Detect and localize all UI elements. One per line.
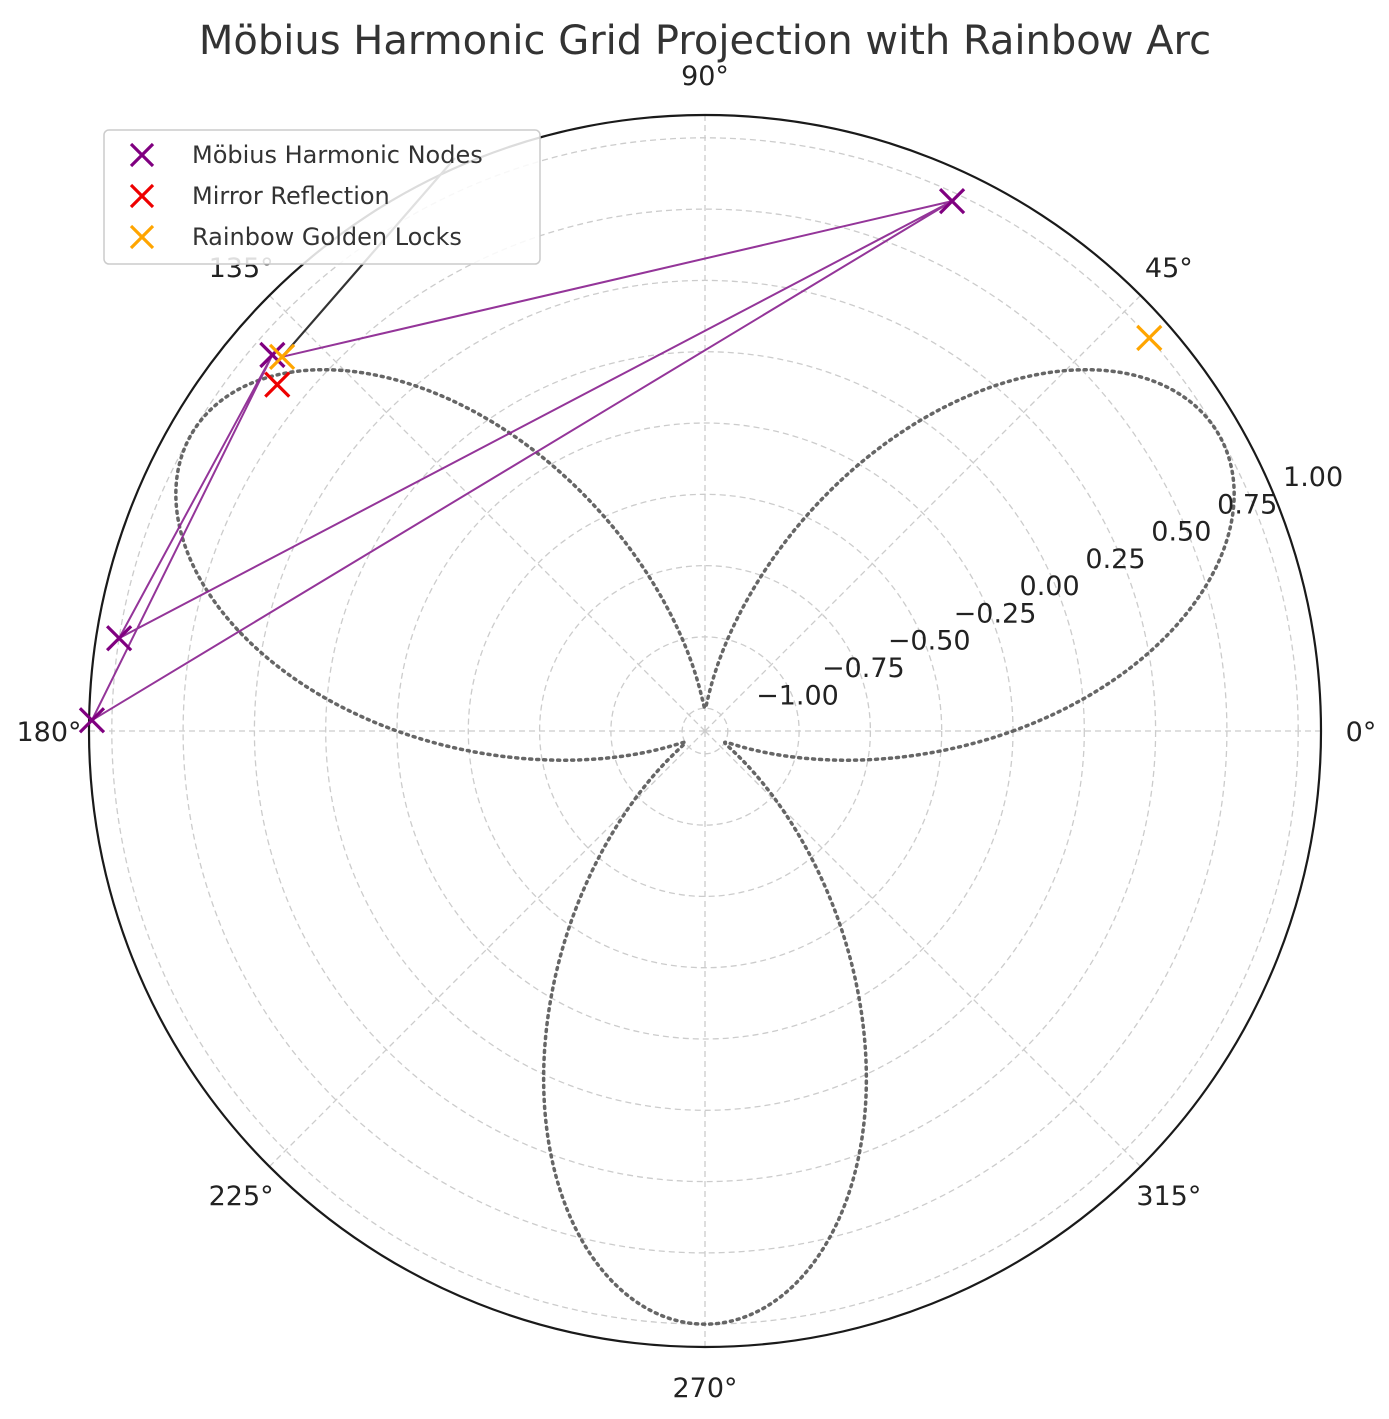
angle-tick-label: 180° [16, 717, 81, 748]
legend-marker [129, 224, 155, 250]
legend-label: Mirror Reflection [192, 182, 390, 210]
data-point-series-3-1 [1136, 324, 1163, 352]
grid-layer [87, 113, 1323, 1349]
radial-gridline [182, 208, 1228, 1254]
radial-tick-label: 0.75 [1217, 489, 1277, 520]
legend-label: Möbius Harmonic Nodes [192, 141, 483, 169]
marker-stroke [268, 343, 296, 370]
data-point-series-1-1 [938, 188, 966, 215]
radial-tick-label: −0.75 [822, 653, 905, 684]
data-point-series-1-4 [78, 707, 106, 734]
marker-stroke [129, 224, 155, 250]
marker-stroke [1136, 324, 1163, 352]
angle-gridline [704, 730, 1142, 1168]
radial-gridline [681, 707, 729, 755]
node-connecting-path [89, 200, 953, 723]
harmonic-curve [174, 367, 1236, 1326]
legend-marker [129, 183, 155, 209]
angle-gridline [268, 294, 706, 732]
chart-title: Möbius Harmonic Grid Projection with Rai… [199, 18, 1211, 64]
legend-marker [129, 142, 155, 168]
data-point-series-1-3 [105, 625, 133, 652]
radial-tick-label: 0.50 [1151, 517, 1211, 548]
radial-tick-label: 0.00 [1020, 571, 1080, 602]
legend: Möbius Harmonic Nodes Mirror Reflection Ra… [103, 129, 541, 265]
angle-gridline [704, 294, 1142, 732]
angle-tick-label: 0° [1346, 717, 1377, 748]
angle-tick-label: 270° [672, 1373, 737, 1404]
radial-gridline [253, 279, 1157, 1183]
curve-layer [174, 367, 1236, 1326]
radial-tick-label: −1.00 [756, 680, 839, 711]
angle-tick-label: 90° [681, 61, 729, 92]
angle-tick-label: 225° [209, 1181, 274, 1212]
radial-tick-label: −0.50 [888, 626, 971, 657]
radial-gridline [325, 351, 1085, 1111]
radial-tick-label: 1.00 [1283, 462, 1343, 493]
data-point-series-2-1 [264, 371, 291, 398]
legend-box [103, 129, 541, 265]
radial-tick-label: −0.25 [954, 598, 1037, 629]
polar-frame [87, 113, 1323, 1349]
marker-stroke [259, 341, 286, 369]
marker-stroke [129, 183, 155, 209]
radial-tick-label: 0.25 [1085, 544, 1145, 575]
marker-stroke [938, 188, 966, 215]
data-point-series-1-2 [259, 341, 286, 369]
marker-layer [78, 188, 1163, 734]
radial-gridline [538, 564, 872, 898]
marker-stroke [264, 371, 291, 398]
data-point-series-3-2 [268, 343, 296, 370]
radial-gridline [610, 636, 800, 826]
angle-tick-label: 315° [1136, 1181, 1201, 1212]
marker-stroke [78, 707, 106, 734]
radial-gridline [467, 493, 943, 969]
angle-tick-label: 45° [1145, 253, 1193, 284]
label-layer: 0°45°90°135°180°225°270°315°−1.00−0.75−0… [16, 61, 1376, 1404]
marker-stroke [129, 142, 155, 168]
legend-label: Rainbow Golden Locks [192, 223, 462, 251]
marker-stroke [105, 625, 133, 652]
